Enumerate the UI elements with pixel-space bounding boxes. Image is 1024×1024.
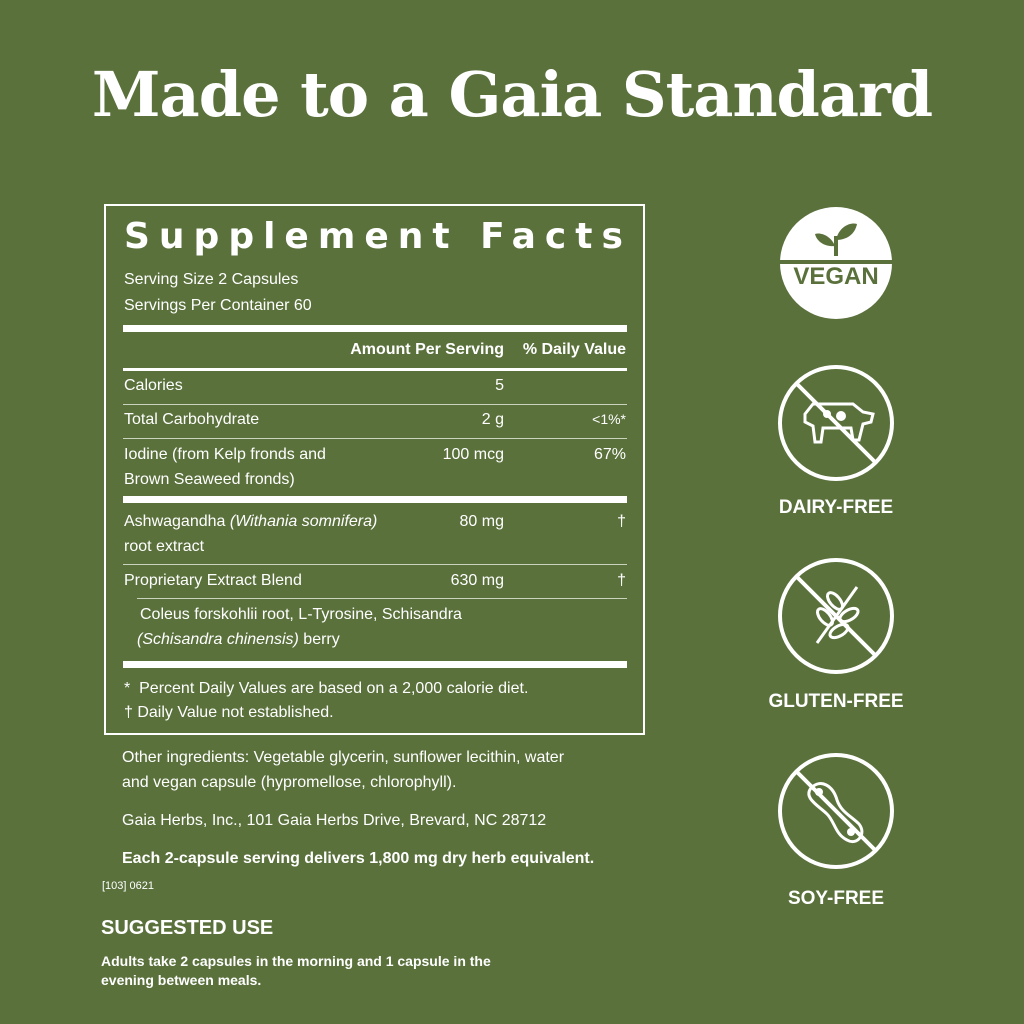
blend-rest: berry [298, 631, 340, 648]
vegan-badge: VEGAN [777, 204, 895, 322]
row-amount: 80 mg [459, 513, 504, 530]
latin-name: (Withania somnifera) [229, 513, 378, 530]
no-wheat-icon [778, 558, 894, 674]
row-name-cont: Brown Seaweed fronds) [124, 471, 295, 488]
soy-free-badge [777, 752, 895, 870]
serving-size: Serving Size 2 Capsules [124, 271, 299, 288]
herb-equivalent: Each 2-capsule serving delivers 1,800 mg… [122, 850, 595, 867]
row-dv: † [617, 513, 626, 530]
divider-thick [123, 325, 627, 332]
other-ingredients-cont: and vegan capsule (hypromellose, chlorop… [122, 774, 457, 791]
dairy-free-label: DAIRY-FREE [778, 497, 894, 518]
product-code: [103] 0621 [102, 880, 154, 892]
servings-per-container: Servings Per Container 60 [124, 297, 312, 314]
row-dv: † [617, 572, 626, 589]
page-title: Made to a Gaia Standard [91, 58, 933, 131]
row-amount: 630 mg [450, 572, 504, 589]
gluten-free-badge [777, 557, 895, 675]
no-soybean-icon [778, 753, 894, 869]
supplement-facts-panel: Supplement Facts Serving Size 2 Capsules… [104, 204, 645, 735]
col-dv-header: % Daily Value [522, 341, 626, 358]
row-name: Total Carbohydrate [124, 411, 260, 428]
row-name: Proprietary Extract Blend [124, 572, 302, 589]
row-name-cont: root extract [124, 538, 205, 555]
divider-thick [123, 496, 627, 503]
latin-name: (Schisandra chinensis) [137, 631, 299, 648]
col-amount-header: Amount Per Serving [350, 341, 504, 358]
divider-thin [137, 598, 627, 599]
suggested-use-text-cont: evening between meals. [101, 972, 262, 988]
divider-thick [123, 661, 627, 668]
gluten-free-label: GLUTEN-FREE [768, 691, 904, 712]
divider-thin [123, 438, 627, 439]
divider [123, 368, 627, 371]
row-name: Iodine (from Kelp fronds and [124, 446, 326, 463]
row-amount: 5 [495, 377, 504, 394]
footnote-dagger: † Daily Value not established. [124, 704, 334, 721]
row-dv: <1%* [592, 411, 626, 427]
other-ingredients: Other ingredients: Vegetable glycerin, s… [122, 749, 565, 766]
row-name: Ashwagandha (Withania somnifera) [124, 513, 377, 531]
blend-ingredients: Coleus forskohlii root, L-Tyrosine, Schi… [140, 606, 462, 623]
footnote-dv: * Percent Daily Values are based on a 2,… [124, 680, 529, 697]
divider-thin [123, 564, 627, 565]
row-amount: 2 g [481, 411, 504, 428]
suggested-use-heading: SUGGESTED USE [101, 917, 274, 939]
suggested-use-text: Adults take 2 capsules in the morning an… [101, 953, 491, 969]
blend-ingredients-cont: (Schisandra chinensis) berry [137, 631, 340, 649]
row-name: Calories [124, 377, 183, 394]
divider-thin [123, 404, 627, 405]
soy-free-label: SOY-FREE [787, 888, 885, 909]
vegan-label: VEGAN [793, 263, 879, 290]
row-name-text: Ashwagandha [124, 513, 226, 530]
address: Gaia Herbs, Inc., 101 Gaia Herbs Drive, … [122, 812, 547, 829]
row-amount: 100 mcg [442, 446, 504, 463]
facts-heading: Supplement Facts [124, 216, 632, 257]
vegan-leaf-icon [780, 207, 892, 319]
no-cow-icon [778, 365, 894, 481]
dairy-free-badge [777, 364, 895, 482]
row-dv: 67% [593, 446, 626, 463]
